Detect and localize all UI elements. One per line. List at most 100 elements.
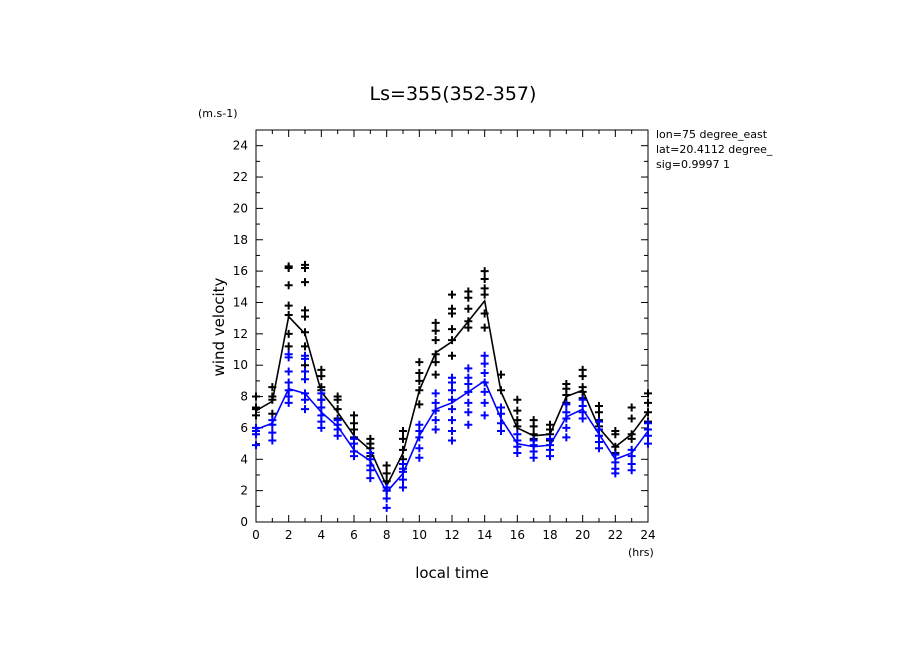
series-0-point bbox=[513, 395, 522, 404]
series-0-point bbox=[431, 336, 440, 345]
x-tick-label: 24 bbox=[640, 528, 655, 542]
series-0-point bbox=[399, 427, 407, 436]
y-tick-label: 8 bbox=[240, 390, 248, 404]
series-1-point bbox=[562, 433, 571, 442]
series-1-point bbox=[448, 416, 456, 425]
y-tick-label: 0 bbox=[240, 515, 248, 529]
x-tick-label: 12 bbox=[444, 528, 459, 542]
series-0-point bbox=[448, 290, 456, 299]
series-1-point bbox=[366, 474, 375, 483]
x-tick-label: 10 bbox=[412, 528, 427, 542]
series-1-point bbox=[480, 398, 489, 407]
series-0-point bbox=[513, 406, 522, 415]
series-0-point bbox=[464, 304, 473, 313]
series-1-point bbox=[497, 403, 505, 412]
series-1-point bbox=[284, 367, 293, 376]
series-1-point bbox=[464, 420, 473, 429]
series-1-point bbox=[448, 405, 456, 414]
series-1-point bbox=[480, 369, 489, 378]
series-0-point bbox=[317, 365, 326, 374]
series-1-point bbox=[284, 378, 293, 387]
y-tick-label: 20 bbox=[233, 201, 248, 215]
series-0-point bbox=[301, 278, 309, 287]
series-1-point bbox=[480, 359, 489, 368]
series-1-point bbox=[252, 441, 260, 450]
series-0-point bbox=[350, 419, 358, 428]
series-0-point bbox=[301, 342, 309, 351]
series-0-point bbox=[415, 369, 424, 378]
series-0-point bbox=[284, 262, 293, 271]
series-0-point bbox=[644, 398, 652, 407]
series-0-point bbox=[431, 358, 440, 367]
x-tick-label: 4 bbox=[318, 528, 326, 542]
series-1-point bbox=[366, 449, 375, 458]
series-1-point bbox=[562, 408, 571, 417]
series-1-point bbox=[546, 434, 554, 443]
x-tick-label: 2 bbox=[285, 528, 293, 542]
series-1-point bbox=[431, 406, 440, 415]
annotation-lon: lon=75 degree_east bbox=[656, 128, 768, 141]
series-1-point bbox=[399, 475, 407, 484]
series-0-point bbox=[333, 392, 342, 401]
series-1-line bbox=[255, 379, 649, 494]
series-1-point bbox=[268, 428, 277, 437]
x-tick-label: 20 bbox=[575, 528, 590, 542]
series-1-point bbox=[431, 398, 440, 407]
y-tick-label: 18 bbox=[233, 233, 248, 247]
series-1-point bbox=[644, 439, 652, 448]
series-0-point bbox=[415, 400, 424, 409]
y-tick-label: 6 bbox=[240, 421, 248, 435]
series-0-point bbox=[480, 274, 489, 283]
annotation-lat: lat=20.4112 degree_ bbox=[656, 143, 773, 156]
series-1-point bbox=[268, 436, 277, 445]
series-1-point bbox=[464, 364, 473, 373]
series-1-point bbox=[415, 453, 424, 462]
series-0-point bbox=[301, 260, 309, 269]
y-tick-label: 16 bbox=[233, 264, 248, 278]
y-tick-label: 4 bbox=[240, 452, 248, 466]
x-tick-label: 18 bbox=[542, 528, 557, 542]
series-1-point bbox=[562, 400, 571, 409]
y-axis-label: wind velocity bbox=[210, 277, 228, 376]
series-1-point bbox=[464, 373, 473, 382]
series-0-point bbox=[578, 365, 587, 374]
series-1-point bbox=[627, 459, 636, 468]
series-0-point bbox=[366, 434, 375, 443]
series-1-point bbox=[415, 420, 424, 429]
series-0-point bbox=[595, 401, 603, 410]
x-tick-label: 14 bbox=[477, 528, 492, 542]
y-tick-label: 12 bbox=[233, 327, 248, 341]
series-1-point bbox=[480, 351, 489, 360]
series-0-point bbox=[464, 287, 473, 296]
series-0-point bbox=[431, 318, 440, 327]
series-0-point bbox=[382, 469, 391, 478]
series-1-point bbox=[448, 373, 456, 382]
y-tick-label: 24 bbox=[233, 139, 248, 153]
series-0-point bbox=[480, 267, 489, 276]
series-1-point bbox=[562, 423, 571, 432]
y-tick-label: 2 bbox=[240, 484, 248, 498]
series-0-point bbox=[284, 301, 293, 310]
series-0-point bbox=[448, 336, 456, 345]
series-0-point bbox=[284, 281, 293, 290]
series-1-point bbox=[497, 427, 505, 436]
series-1-point bbox=[317, 403, 326, 412]
plot-area: 0 2 4 6 8 10 12 14 16 18 20 22 240246810121416182022… bbox=[233, 129, 656, 542]
series-1-point bbox=[382, 503, 391, 512]
series-0-point bbox=[301, 306, 309, 315]
series-1-point bbox=[448, 427, 456, 436]
series-1-point bbox=[644, 419, 652, 428]
series-0-point bbox=[431, 326, 440, 335]
x-tick-label: 22 bbox=[608, 528, 623, 542]
series-0-point bbox=[627, 414, 636, 423]
x-axis-label: local time bbox=[415, 564, 489, 582]
series-0-point bbox=[350, 411, 358, 420]
x-tick-label: 8 bbox=[383, 528, 391, 542]
series-1-point bbox=[480, 411, 489, 420]
x-tick-label: 16 bbox=[510, 528, 525, 542]
series-0-point bbox=[284, 342, 293, 351]
series-1-point bbox=[578, 395, 587, 404]
y-tick-label: 10 bbox=[233, 358, 248, 372]
y-tick-label: 22 bbox=[233, 170, 248, 184]
